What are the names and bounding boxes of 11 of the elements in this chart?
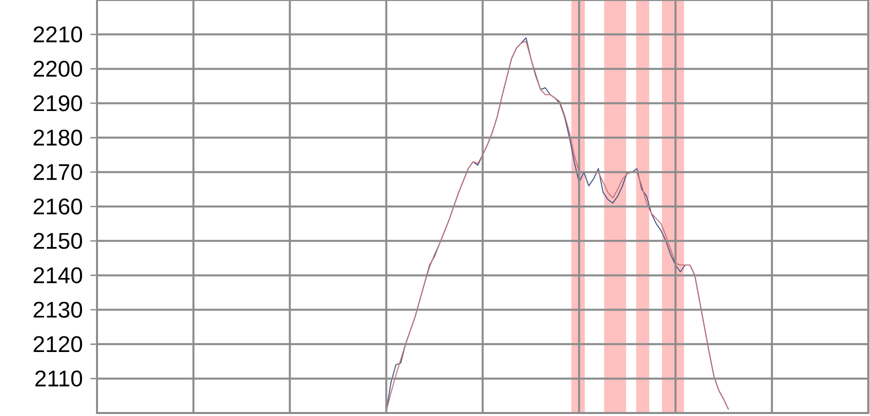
y-tick-label: 2140 xyxy=(34,267,82,284)
y-tick-label: 2130 xyxy=(34,302,82,318)
y-tick-label: 2120 xyxy=(34,336,82,352)
y-tick-label: 2180 xyxy=(34,130,82,146)
y-tick-label: 2110 xyxy=(35,370,82,387)
y-tick-label: 2150 xyxy=(34,232,82,249)
y-tick-label: 2210 xyxy=(34,26,82,42)
y-tick-label: 2170 xyxy=(34,164,82,180)
y-tick-label: 2160 xyxy=(34,198,82,215)
y-tick-label: 2200 xyxy=(34,60,82,77)
y-tick-label: 2190 xyxy=(34,95,82,112)
